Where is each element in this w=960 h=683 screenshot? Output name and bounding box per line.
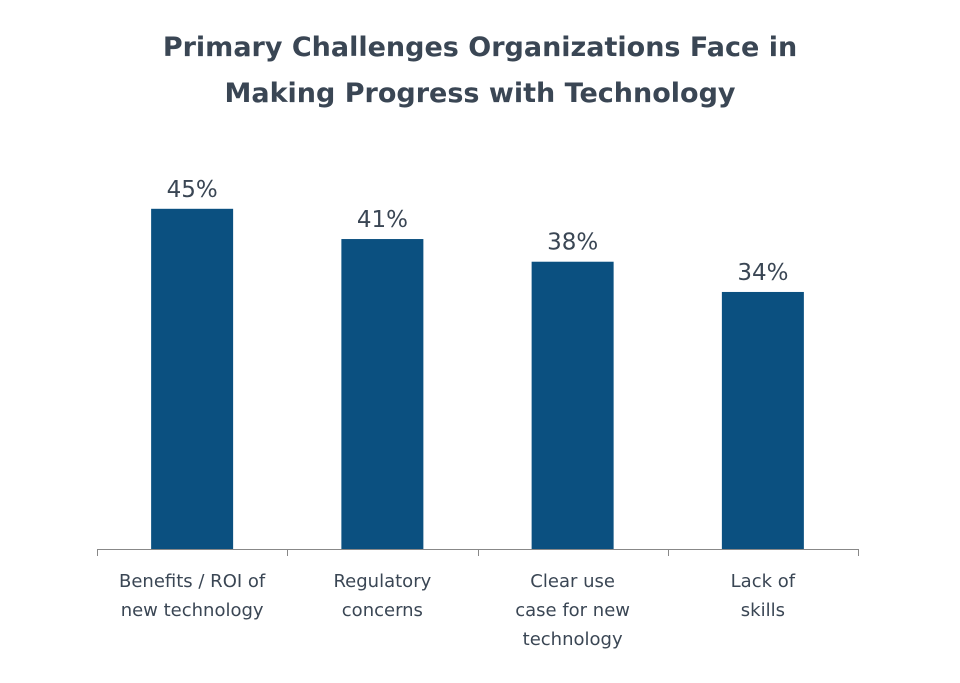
data-label: 41%	[357, 207, 408, 233]
bar	[721, 291, 804, 549]
data-label: 38%	[547, 230, 598, 256]
category-label: Clear use	[530, 571, 615, 592]
bar	[341, 239, 424, 550]
value-labels: 45% 41% 38% 34%	[167, 177, 789, 286]
category-labels: Benefits / ROI of new technology Regulator…	[119, 571, 796, 650]
category-label: skills	[741, 600, 785, 621]
bars	[151, 208, 804, 550]
data-label: 45%	[167, 177, 218, 203]
chart-title: Primary Challenges Organizations Face in…	[163, 32, 797, 109]
chart-title-line: Making Progress with Technology	[225, 78, 736, 109]
data-label: 34%	[737, 260, 788, 286]
category-label: technology	[523, 629, 623, 650]
category-label: Regulatory	[333, 571, 431, 592]
category-label: new technology	[121, 600, 264, 621]
bar	[151, 208, 234, 550]
x-axis-ticks	[97, 549, 859, 556]
category-label: Lack of	[731, 571, 796, 592]
category-label: case for new	[515, 600, 630, 621]
category-label: concerns	[342, 600, 423, 621]
bar	[531, 261, 614, 549]
category-label: Benefits / ROI of	[119, 571, 266, 592]
chart-title-line: Primary Challenges Organizations Face in	[163, 32, 797, 63]
